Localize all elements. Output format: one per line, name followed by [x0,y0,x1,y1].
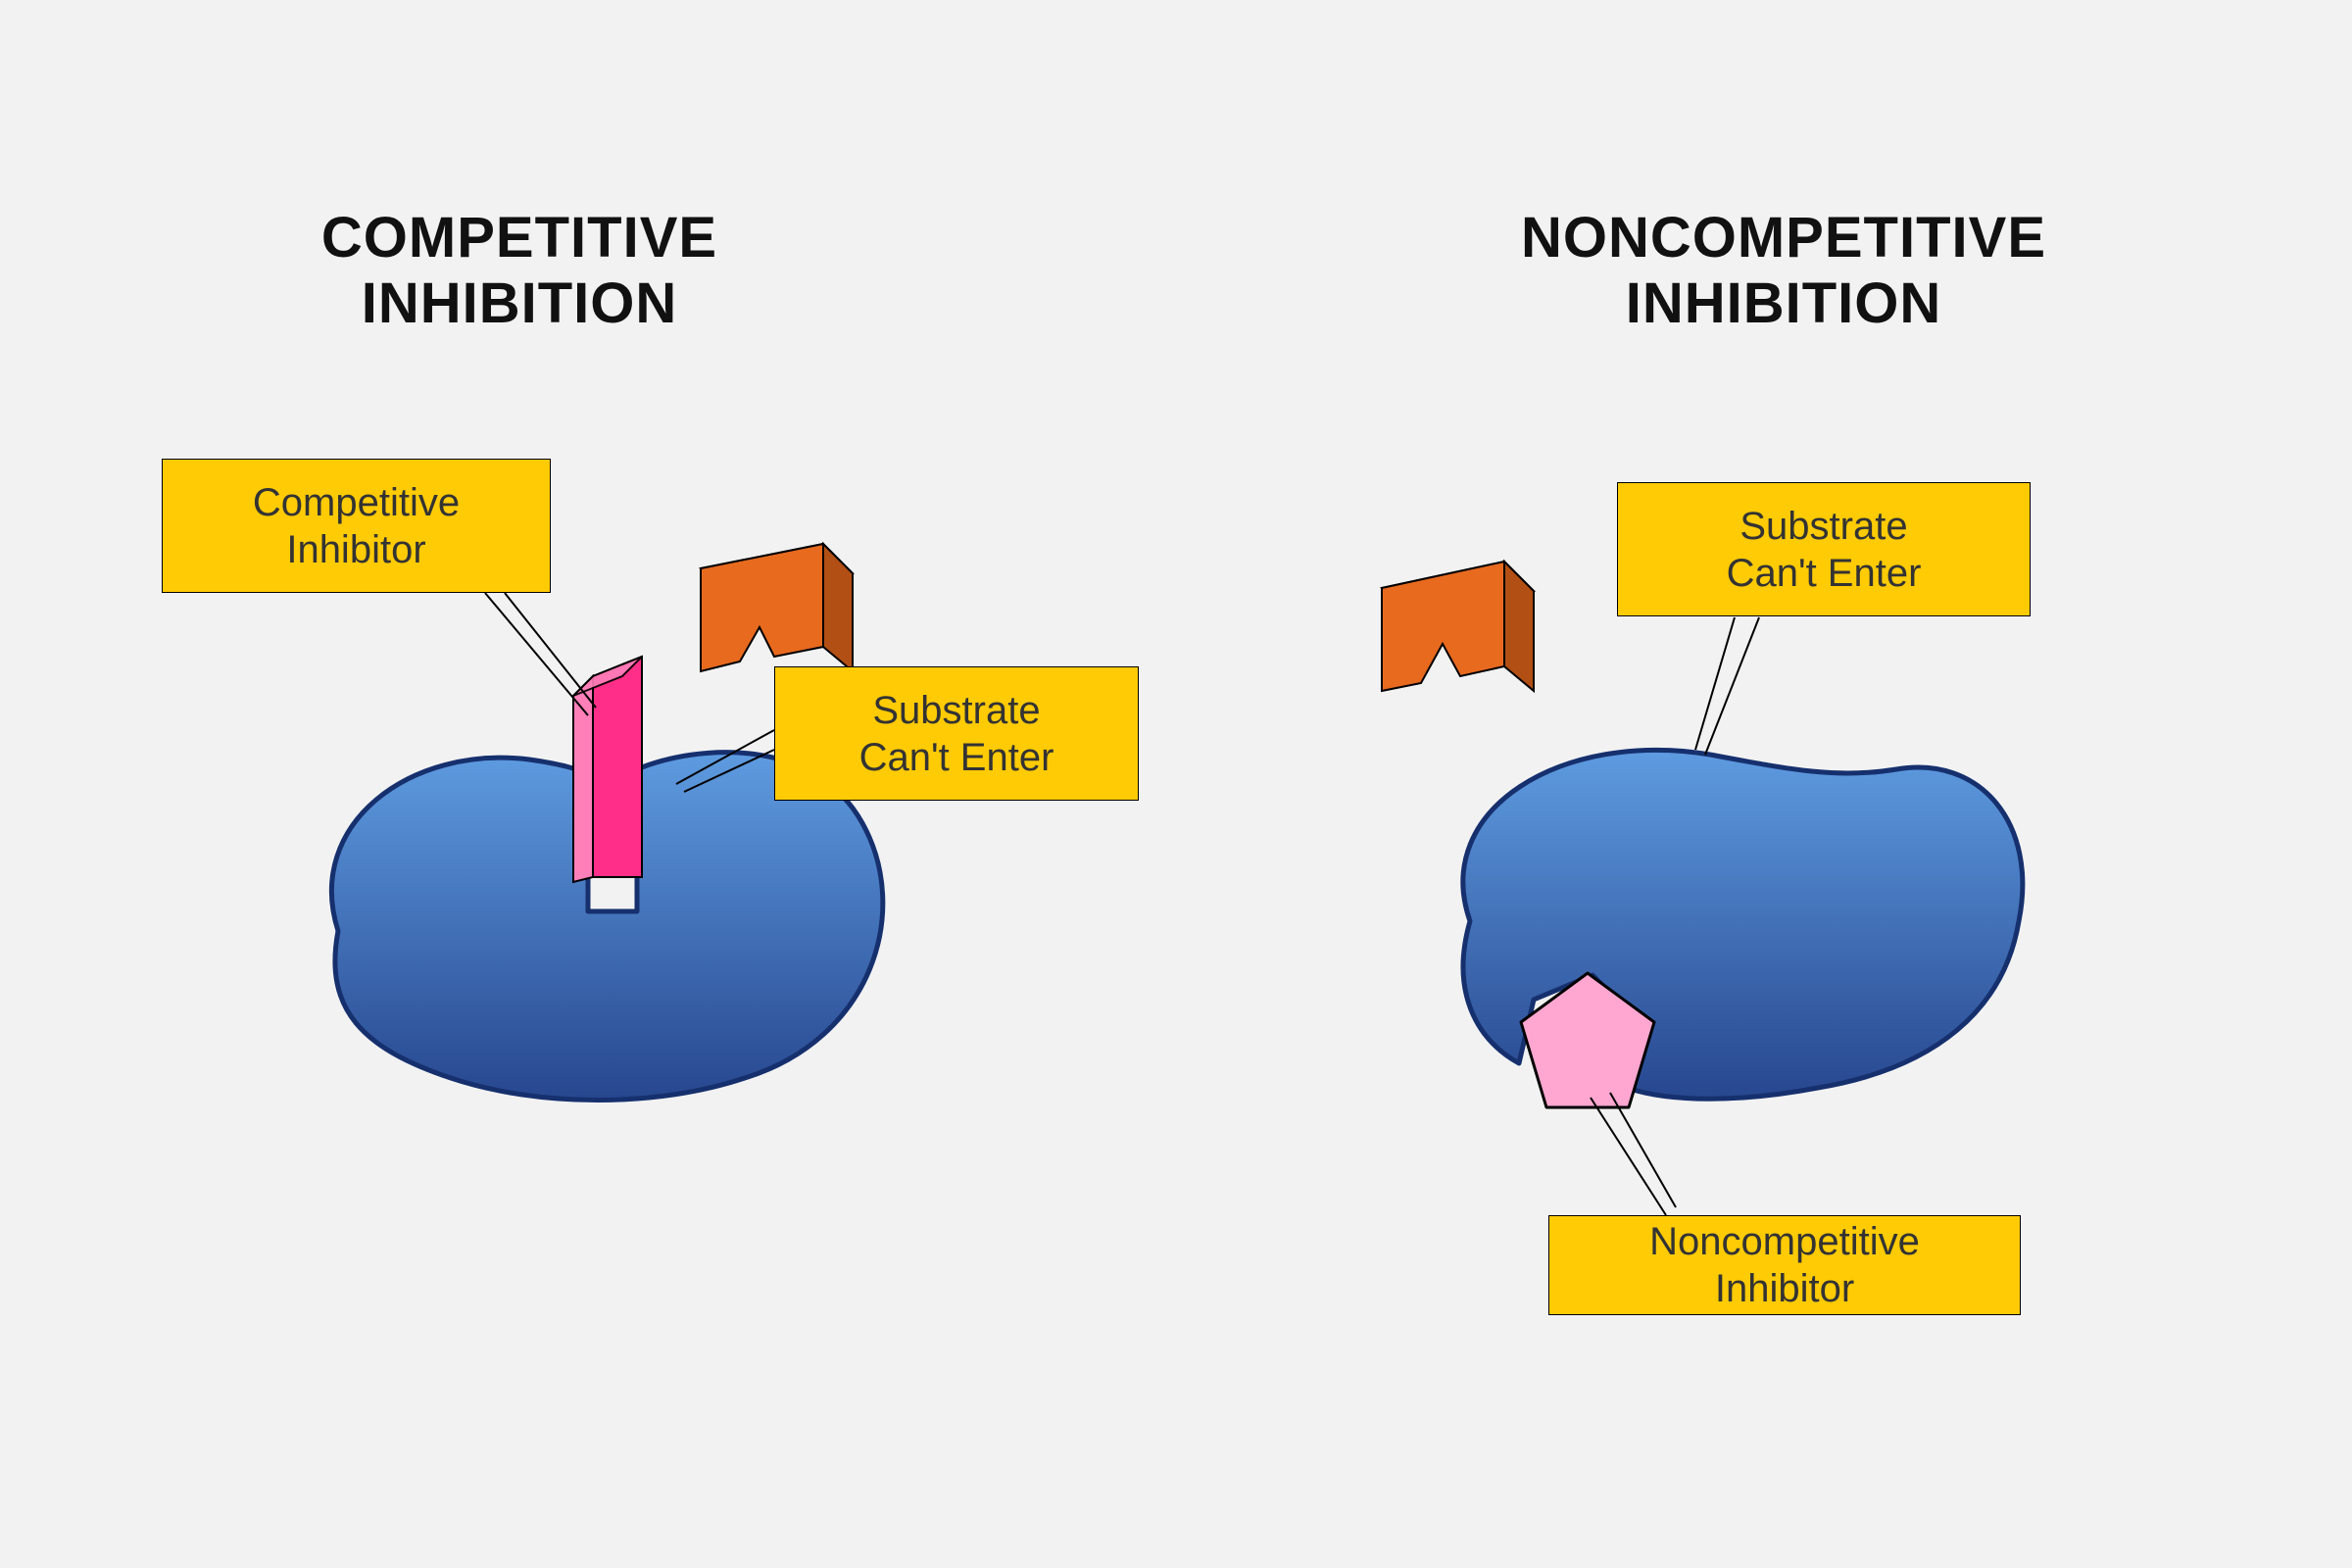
left-substrate-pointer [666,725,813,823]
right-title-line1: NONCOMPETITIVE [1521,206,2046,270]
left-title: COMPETITIVE INHIBITION [176,206,862,336]
left-competitive-label: Competitive Inhibitor [253,479,460,573]
left-title-line1: COMPETITIVE [321,206,717,270]
right-noncompetitive-pointer [1583,1088,1740,1245]
right-substrate-label: Substrate Can't Enter [1727,503,1922,597]
diagram-canvas: COMPETITIVE INHIBITION NONCOMPETITIVE IN… [0,0,2352,1568]
left-competitive-callout: Competitive Inhibitor [162,459,551,593]
right-title-line2: INHIBITION [1626,271,1942,335]
right-substrate-icon [1362,544,1548,740]
right-substrate-callout: Substrate Can't Enter [1617,482,2031,616]
left-substrate-label: Substrate Can't Enter [859,687,1054,781]
left-competitive-pointer [470,588,627,745]
left-title-line2: INHIBITION [362,271,678,335]
left-substrate-callout: Substrate Can't Enter [774,666,1139,801]
right-substrate-pointer [1686,612,1842,769]
right-title: NONCOMPETITIVE INHIBITION [1382,206,2185,336]
